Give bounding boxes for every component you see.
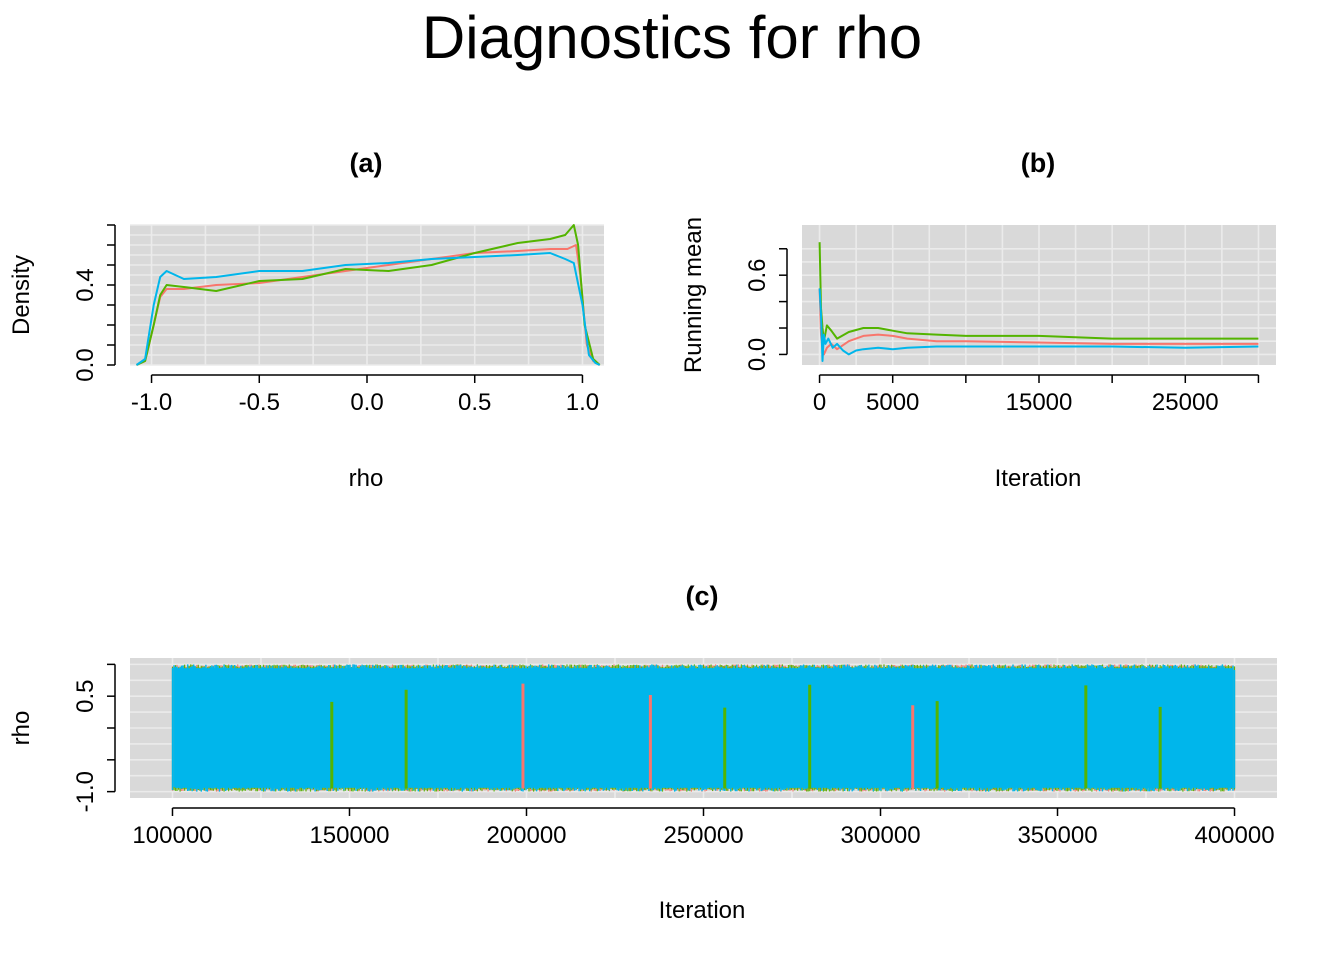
panel-a-title: (a) xyxy=(350,148,383,178)
panel-b-x-axis: 0 5000 15000 25000 xyxy=(813,374,1260,416)
panel-c-title: (c) xyxy=(686,581,719,611)
panel-a: (a) -1.0 -0.5 0.0 0.5 1.0 0.0 0.4 rho Density xyxy=(8,148,604,492)
panel-a-y-tick-label-0: 0.0 xyxy=(72,348,99,381)
panel-c-x-label: Iteration xyxy=(659,897,746,924)
panel-c-y-axis: -1.0 0.5 xyxy=(72,663,116,812)
panel-b-series-line-2 xyxy=(818,242,1259,343)
figure-title: Diagnostics for rho xyxy=(422,4,922,71)
panel-a-x-tick-label-4: 1.0 xyxy=(566,389,599,416)
panel-a-lines xyxy=(135,224,601,366)
panel-b-x-tick-label-1: 5000 xyxy=(866,389,919,416)
panel-a-grid xyxy=(130,224,604,366)
panel-a-x-tick-label-0: -1.0 xyxy=(131,389,172,416)
panel-c: (c) 100000 150000 200000 250000 300000 350000… xyxy=(8,581,1277,924)
panel-a-x-axis: -1.0 -0.5 0.0 0.5 1.0 xyxy=(131,374,599,416)
panel-b-y-tick-label-3: 0.6 xyxy=(744,259,771,292)
panel-b-series-line-3 xyxy=(818,288,1259,362)
panel-a-series-line-3 xyxy=(135,252,601,366)
panel-a-x-tick-label-2: 0.0 xyxy=(350,389,383,416)
panel-b-x-tick-label-0: 0 xyxy=(813,389,826,416)
panel-a-y-label: Density xyxy=(8,255,35,335)
panel-b-lines xyxy=(818,242,1259,362)
panel-c-x-tick-label-5: 350000 xyxy=(1017,822,1097,849)
panel-b: (b) 0 5000 15000 25000 0.0 0.6 Iteration Run… xyxy=(680,148,1276,492)
panel-c-x-tick-label-2: 200000 xyxy=(486,822,566,849)
panel-c-x-axis: 100000 150000 200000 250000 300000 350000 4000… xyxy=(132,807,1275,849)
panel-c-trace-fill xyxy=(174,668,1233,788)
panel-b-y-axis: 0.0 0.6 xyxy=(744,248,788,371)
panel-a-y-axis: 0.0 0.4 xyxy=(72,224,116,382)
panel-a-series-line-2 xyxy=(136,224,601,366)
panel-b-x-tick-label-5: 25000 xyxy=(1152,389,1219,416)
panel-c-x-tick-label-3: 250000 xyxy=(663,822,743,849)
panel-a-y-tick-label-4: 0.4 xyxy=(72,268,99,301)
panel-b-title: (b) xyxy=(1021,148,1055,178)
panel-a-x-label: rho xyxy=(349,465,384,492)
panel-b-x-label: Iteration xyxy=(995,465,1082,492)
panel-c-x-tick-label-1: 150000 xyxy=(309,822,389,849)
panel-c-x-tick-label-4: 300000 xyxy=(840,822,920,849)
panel-b-y-label: Running mean xyxy=(680,217,707,373)
panel-a-x-tick-label-3: 0.5 xyxy=(458,389,491,416)
panel-b-y-tick-label-0: 0.0 xyxy=(744,338,771,371)
panel-a-x-tick-label-1: -0.5 xyxy=(239,389,280,416)
panel-c-x-tick-label-0: 100000 xyxy=(132,822,212,849)
panel-c-y-tick-label-3: 0.5 xyxy=(72,679,99,712)
panel-c-y-label: rho xyxy=(8,711,35,746)
panel-c-traces xyxy=(171,664,1236,792)
panel-c-x-tick-label-6: 400000 xyxy=(1194,822,1274,849)
panel-b-x-tick-label-3: 15000 xyxy=(1006,389,1073,416)
panel-c-y-tick-label-0: -1.0 xyxy=(72,771,99,812)
